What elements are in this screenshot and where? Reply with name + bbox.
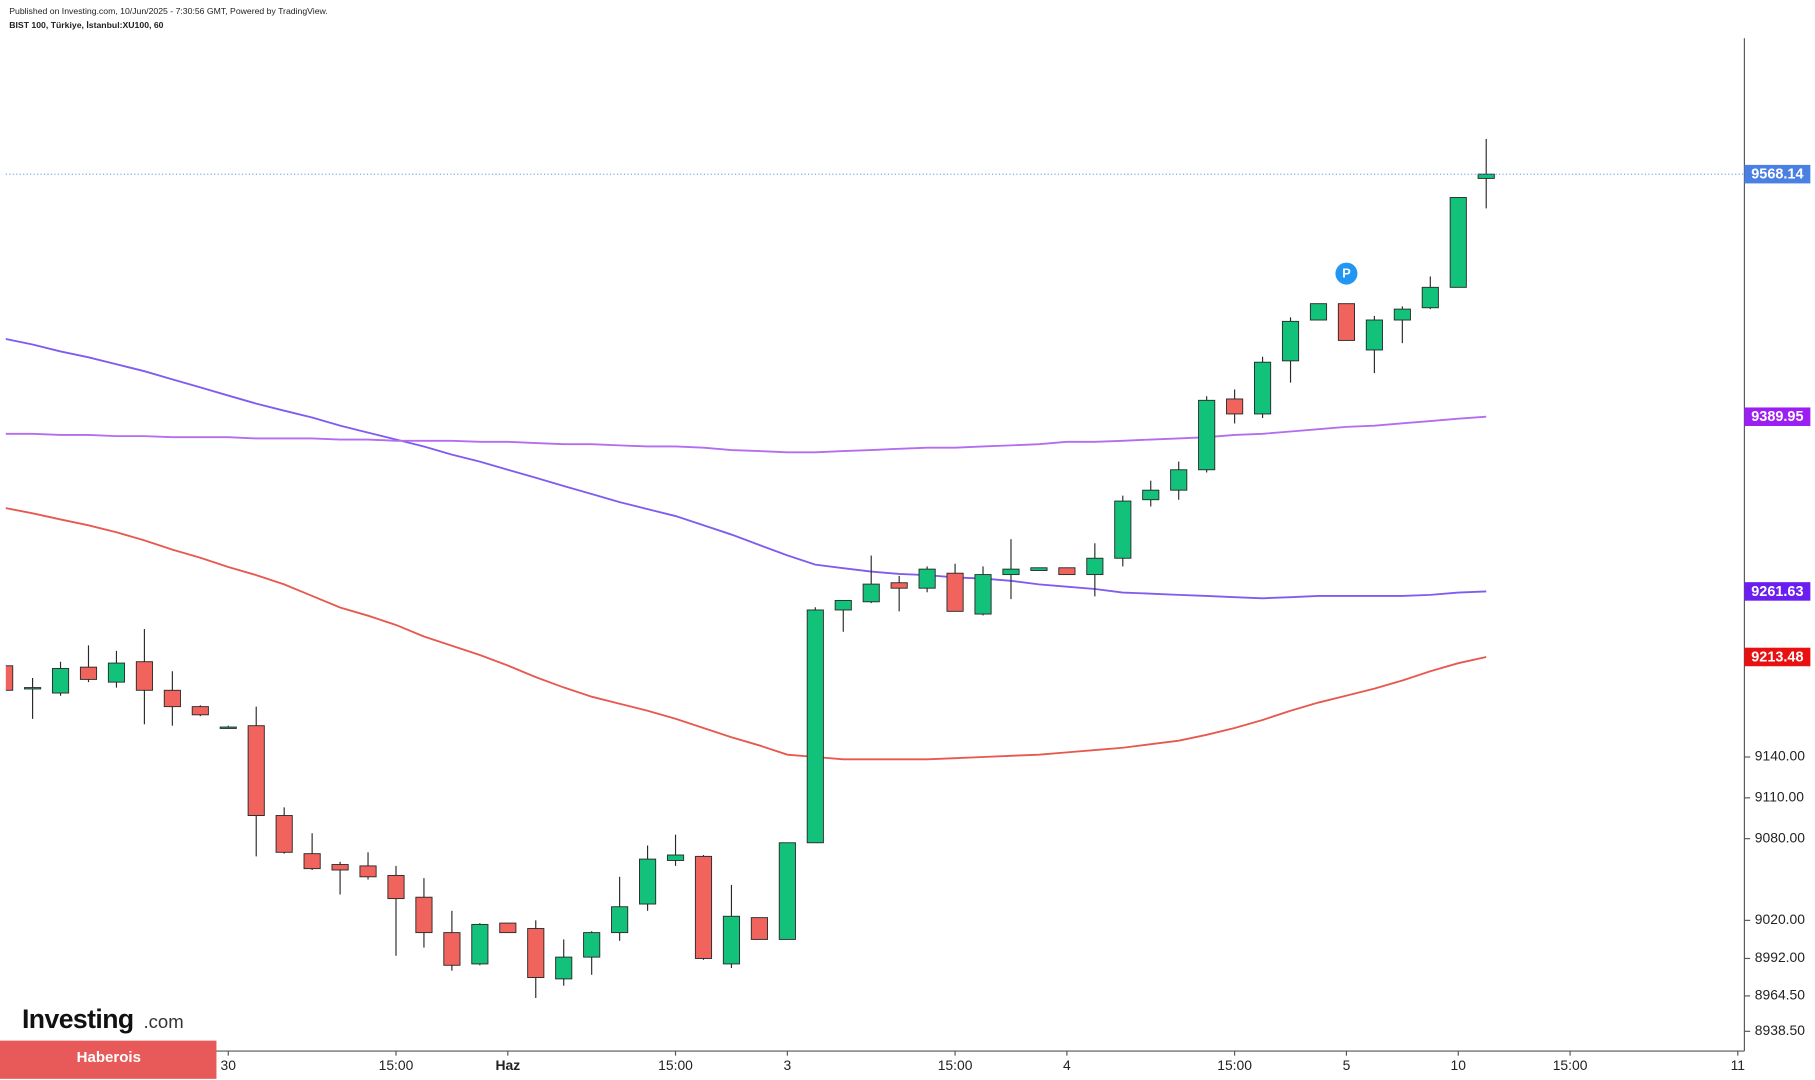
candle-body xyxy=(1198,399,1216,471)
moving-average-line xyxy=(5,507,1487,761)
candle-body xyxy=(331,864,349,871)
candle-body xyxy=(862,583,880,603)
x-tick-label: 15:00 xyxy=(1553,1057,1588,1073)
candle-body xyxy=(24,687,42,690)
logo-suffix: .com xyxy=(144,1011,184,1032)
plot-area: 8938.50 8964.50 8992.00 9020.00 9080.00 9110.… xyxy=(5,38,1811,1073)
marker-label: P xyxy=(1342,266,1351,281)
candle-body xyxy=(247,725,265,816)
candle-body xyxy=(303,853,321,870)
candle-body xyxy=(5,665,14,691)
candle-body xyxy=(1449,197,1467,288)
price-label: 9568.14 xyxy=(1751,167,1803,183)
candle-body xyxy=(750,917,768,940)
candle-body xyxy=(1337,303,1355,341)
price-label-background xyxy=(1744,407,1811,426)
candle-body xyxy=(359,865,377,878)
x-tick-label: 15:00 xyxy=(379,1057,414,1073)
candle-body xyxy=(107,662,126,683)
price-label: 9261.63 xyxy=(1751,584,1803,600)
badge-background xyxy=(0,1040,217,1079)
candle-body xyxy=(1002,568,1020,576)
candle-body xyxy=(806,609,824,844)
candle-body xyxy=(1477,173,1495,179)
x-tick-label: 11 xyxy=(1731,1057,1746,1073)
candle-body xyxy=(1254,361,1272,415)
price-label-background xyxy=(1744,647,1811,667)
candle-body xyxy=(918,568,936,589)
candle-body xyxy=(1365,319,1383,351)
candle-body xyxy=(1142,489,1160,501)
x-tick-label: 5 xyxy=(1343,1057,1351,1073)
candle-body xyxy=(1030,567,1048,571)
candle-body xyxy=(387,874,405,900)
candle-body xyxy=(79,666,98,680)
y-tick-label: 9140.00 xyxy=(1755,748,1805,764)
x-tick-label: 15:00 xyxy=(658,1057,693,1073)
candle-body xyxy=(1086,557,1104,576)
candle-body xyxy=(1281,320,1300,362)
candle-body xyxy=(275,815,293,853)
candle-body xyxy=(191,706,209,716)
candle-body xyxy=(946,572,964,612)
candle-body xyxy=(639,858,657,905)
symbol-info: BIST 100, Türkiye, İstanbul:XU100, 60 xyxy=(9,20,163,30)
x-tick-label: 3 xyxy=(783,1057,791,1073)
x-tick-label: 4 xyxy=(1063,1057,1071,1073)
y-tick-label: 8992.00 xyxy=(1755,949,1805,965)
candle-body xyxy=(778,842,796,940)
x-tick-label: 30 xyxy=(221,1057,237,1073)
x-tick-label: 10 xyxy=(1451,1057,1467,1073)
candle-body xyxy=(1226,398,1244,415)
candle-body xyxy=(163,689,181,708)
candle-body xyxy=(1421,286,1439,309)
x-tick-label: 15:00 xyxy=(1217,1057,1252,1073)
candle-body xyxy=(974,574,992,615)
price-label-background xyxy=(1744,164,1811,184)
logo-name: Investing xyxy=(22,1004,134,1034)
candle-body xyxy=(890,582,908,589)
candle-body xyxy=(471,923,489,965)
candle-body xyxy=(499,922,517,934)
y-tick-label: 8964.50 xyxy=(1755,987,1805,1003)
candle-body xyxy=(443,932,461,966)
y-tick-label: 9020.00 xyxy=(1755,911,1805,927)
candle-body xyxy=(722,915,741,965)
candle-body xyxy=(555,956,573,980)
marker-circle xyxy=(1335,262,1358,285)
candle-body xyxy=(666,854,685,861)
x-tick-label: 15:00 xyxy=(938,1057,973,1073)
candle-body xyxy=(1393,308,1411,321)
candle-body xyxy=(1170,469,1188,491)
moving-average-line xyxy=(5,415,1487,454)
y-tick-label: 9080.00 xyxy=(1755,829,1805,845)
y-tick-label: 8938.50 xyxy=(1755,1022,1805,1038)
candle-body xyxy=(1058,567,1076,576)
price-label: 9213.48 xyxy=(1751,649,1803,665)
candle-body xyxy=(1309,303,1328,321)
candle-body xyxy=(834,599,852,611)
candle-body xyxy=(694,855,713,959)
candle-body xyxy=(135,661,153,691)
badge: Haberois xyxy=(77,1049,141,1066)
candle-body xyxy=(219,726,237,729)
y-tick-label: 9110.00 xyxy=(1755,789,1804,805)
candle-body xyxy=(415,896,433,934)
price-label-background xyxy=(1744,582,1811,601)
candle-body xyxy=(1114,500,1132,559)
moving-average-line xyxy=(5,338,1487,600)
candle-body xyxy=(51,668,70,694)
candle-body xyxy=(611,906,629,934)
x-tick-label: Haz xyxy=(495,1057,520,1073)
published-note: Published on Investing.com, 10/Jun/2025 … xyxy=(9,6,327,16)
price-label: 9389.95 xyxy=(1751,409,1803,425)
candle-body xyxy=(583,932,601,958)
plot-clip xyxy=(5,138,1495,998)
candle-body xyxy=(527,928,545,978)
